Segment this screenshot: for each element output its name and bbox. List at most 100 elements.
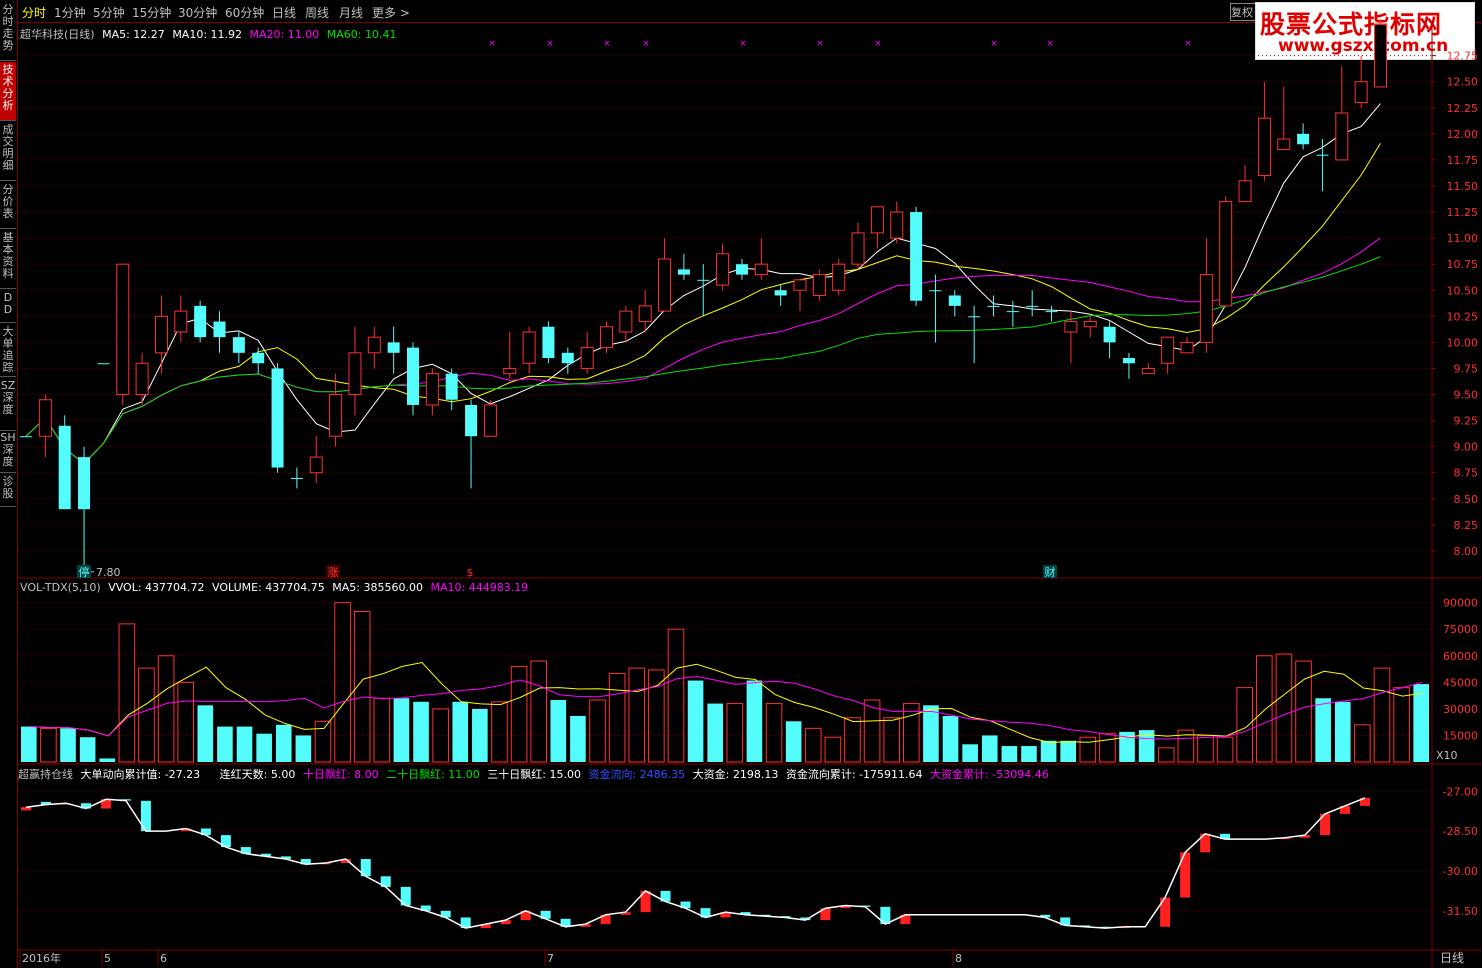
indicator-bar-down: [680, 901, 691, 909]
volume-bar-up: [1099, 733, 1116, 763]
candle-body-up: [329, 394, 343, 437]
volume-bar-up: [1236, 687, 1254, 763]
candle-body-down: [677, 269, 690, 275]
indicator-tick-label: -30.00: [1443, 865, 1478, 878]
event-marker-bg: [77, 565, 92, 578]
candle-body-up: [1199, 274, 1213, 343]
volume-bar-up: [883, 717, 901, 763]
indicator-bar-down: [460, 917, 471, 929]
period-tab-more[interactable]: 更多 >: [372, 6, 410, 20]
price-tick-label: 11.75: [1447, 154, 1479, 167]
period-tab-fenshi[interactable]: 分时: [22, 6, 47, 20]
candle-body-down: [1103, 326, 1116, 343]
volume-bar-up: [589, 699, 606, 763]
ind-big-single: 大单动向累计值: -27.23: [80, 768, 201, 781]
sidebar-tab-trades[interactable]: 成交明细: [0, 122, 16, 181]
candle-body-up: [503, 367, 517, 375]
stock-title: 超华科技(日线): [20, 28, 95, 41]
sidebar-tab-diagnose[interactable]: 诊股: [0, 474, 16, 507]
price-tick-label: 8.25: [1454, 519, 1479, 532]
period-tab-60min[interactable]: 60分钟: [225, 6, 265, 20]
candle-body-down: [445, 373, 458, 400]
candle-body-up: [38, 399, 52, 437]
indicator-bar-down: [200, 828, 211, 836]
volume-bar-up: [118, 623, 136, 763]
candle-body-up: [1064, 321, 1078, 333]
period-tab-5min[interactable]: 5分钟: [93, 6, 125, 20]
indicator-bar-up: [21, 807, 31, 811]
indicator-bar-down: [360, 859, 371, 877]
signal-mark: ×: [816, 39, 824, 49]
vol-ma5-line: [29, 661, 1423, 744]
candle-body-up: [870, 206, 884, 234]
candle-body-up: [890, 211, 904, 239]
period-tab-30min[interactable]: 30分钟: [178, 6, 218, 20]
volume-tick-label: 15000: [1443, 729, 1478, 742]
volume-bar-up: [314, 720, 332, 763]
volume-bar-up: [1373, 667, 1391, 763]
period-tab-week[interactable]: 周线: [305, 6, 330, 20]
sidebar-tab-bigorder[interactable]: 大单追踪: [0, 324, 16, 377]
indicator-bar-down: [420, 905, 431, 911]
sidebar-tab-price[interactable]: 分价表: [0, 182, 16, 229]
volume-bar-up: [608, 672, 626, 763]
sidebar-tab-fenshi[interactable]: 分时走势: [0, 2, 16, 61]
candle-body-down: [1316, 154, 1329, 156]
indicator-bar-up: [840, 905, 851, 909]
indicator-bar-down: [540, 910, 551, 919]
indicator-bar-down: [660, 890, 671, 902]
indicator-tick-label: -28.50: [1443, 825, 1478, 838]
candle-body-up: [483, 404, 497, 437]
period-tab-day[interactable]: 日线: [272, 6, 297, 20]
candle-body-down: [290, 477, 303, 479]
price-tick-label: 10.75: [1447, 258, 1479, 271]
candle-body-up: [754, 263, 768, 276]
candle-body-up: [1083, 321, 1097, 328]
sidebar-tab-tech[interactable]: 技术分析: [0, 62, 16, 121]
price-tick-label: 11.00: [1447, 232, 1479, 245]
period-tab-month[interactable]: 月线: [339, 6, 364, 20]
period-label: 日线: [1440, 951, 1464, 965]
sidebar-tab-sh[interactable]: SH深度: [0, 430, 16, 473]
price-tick-label: 10.25: [1447, 310, 1479, 323]
date-label: 5: [104, 952, 111, 965]
candle-body-down: [58, 425, 71, 510]
volume-tick-label: 75000: [1443, 623, 1478, 636]
period-tab-1min[interactable]: 1分钟: [54, 6, 86, 20]
date-label: 2016年: [22, 951, 61, 965]
candle-body-down: [20, 436, 32, 438]
volume-bar-down: [1060, 740, 1076, 762]
volume-bar-down: [707, 703, 723, 762]
sidebar-tab-sz[interactable]: SZ深度: [0, 378, 16, 431]
candle-body-down: [910, 212, 923, 301]
candle-body-up: [1354, 81, 1368, 104]
candle-body-up: [309, 456, 323, 474]
candle-body-down: [213, 321, 226, 338]
volume-bar-up: [157, 655, 175, 763]
period-tab-15min[interactable]: 15分钟: [132, 6, 172, 20]
indicator-bar-up: [1360, 797, 1370, 806]
candle-body-up: [1335, 112, 1349, 161]
volume-bar-up: [491, 701, 508, 763]
volume-bar-up: [903, 703, 920, 763]
volume-tick-label: 90000: [1443, 597, 1478, 610]
price-tick-label: 8.75: [1454, 467, 1479, 480]
logo-url: www.gszx.com.cn: [1278, 36, 1449, 56]
indicator-bar-down: [1040, 914, 1051, 918]
candle-body-down: [968, 316, 981, 318]
candle-body-down: [271, 368, 284, 468]
sidebar-tab-profile[interactable]: 基本资料: [0, 230, 16, 289]
indicator-bar-up: [1180, 852, 1191, 898]
volume-bar-down: [79, 737, 96, 762]
indicator-header: 超赢持仓线 大单动向累计值: -27.23 连红天数: 5.00 十日飘红: 8…: [18, 766, 1049, 782]
indicator-bar-up: [1160, 897, 1171, 927]
indicator-bar-down: [880, 906, 891, 925]
sidebar-tab-dd[interactable]: DD: [0, 290, 16, 323]
candle-body-down: [1045, 311, 1058, 313]
candle-body-up: [580, 347, 594, 369]
volume-bar-up: [1354, 724, 1371, 763]
volume-bar-down: [21, 726, 37, 762]
price-tick-label: 9.50: [1454, 389, 1479, 402]
candle-body-down: [97, 363, 110, 365]
